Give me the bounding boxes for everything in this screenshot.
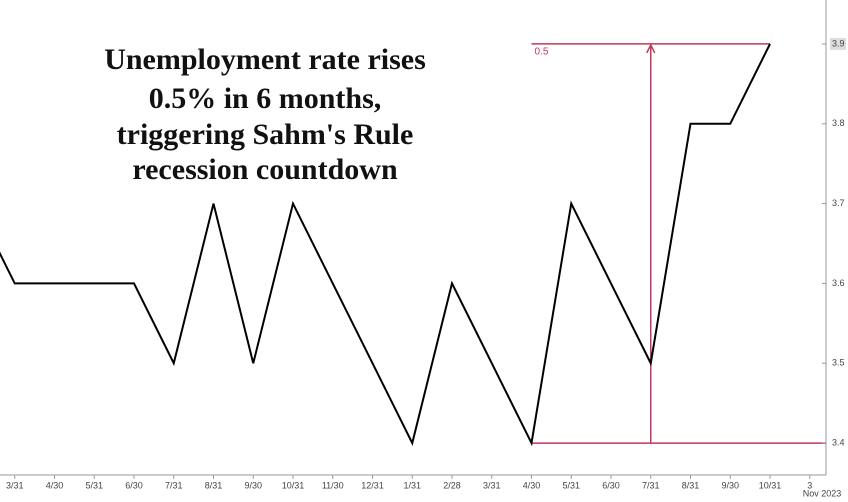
x-tick-label: 9/30 (244, 480, 262, 490)
x-tick-label: 11/30 (322, 480, 344, 490)
line-series (0, 43, 771, 447)
y-tick-label: 3.4 (832, 437, 845, 447)
annotation-label: 0.5 (535, 47, 549, 58)
x-tick-label: 6/30 (602, 480, 620, 490)
y-tick-label: 3.8 (832, 118, 845, 128)
x-tick-label: 4/30 (523, 480, 541, 490)
axes: 3.4 3.5 3.6 3.7 3.8 3.9 3/31 4/30 5/31 6/30 7/31 8/… (6, 37, 846, 490)
plot-area (0, 43, 826, 447)
x-tick-label: 5/31 (562, 480, 580, 490)
chart-title: Unemployment rate rises (104, 43, 426, 76)
x-tick-label: 3 (807, 480, 812, 490)
x-tick-label: 10/31 (282, 480, 305, 490)
x-tick-label: 3/31 (483, 480, 501, 490)
y-tick-label: 3.5 (832, 358, 845, 368)
x-tick-label: 8/31 (682, 480, 700, 490)
x-tick-label: 6/30 (125, 480, 143, 490)
x-sublabel: Nov 2023 (803, 488, 842, 498)
arrow-head (646, 43, 656, 54)
x-tick-label: 4/30 (46, 480, 64, 490)
x-tick-label: 2/28 (443, 480, 461, 490)
x-tick-label: 3/31 (6, 480, 24, 490)
x-tick-label: 12/31 (361, 480, 384, 490)
x-tick-label: 5/31 (85, 480, 103, 490)
x-tick-label: 7/31 (642, 480, 660, 490)
x-tick-label: 1/31 (403, 480, 421, 490)
x-tick-label: 7/31 (165, 480, 183, 490)
x-tick-label: 9/30 (721, 480, 739, 490)
x-tick-label: 10/31 (759, 480, 782, 490)
chart-title: triggering Sahm's Rule (117, 118, 414, 151)
chart-title: 0.5% in 6 months, (149, 82, 382, 115)
y-tick-label: 3.7 (832, 198, 845, 208)
x-tick-label: 8/31 (205, 480, 223, 490)
chart-title: recession countdown (132, 153, 398, 186)
y-tick-label: 3.9 (832, 38, 845, 48)
y-tick-highlight (830, 37, 846, 50)
y-tick-label: 3.6 (832, 278, 845, 288)
